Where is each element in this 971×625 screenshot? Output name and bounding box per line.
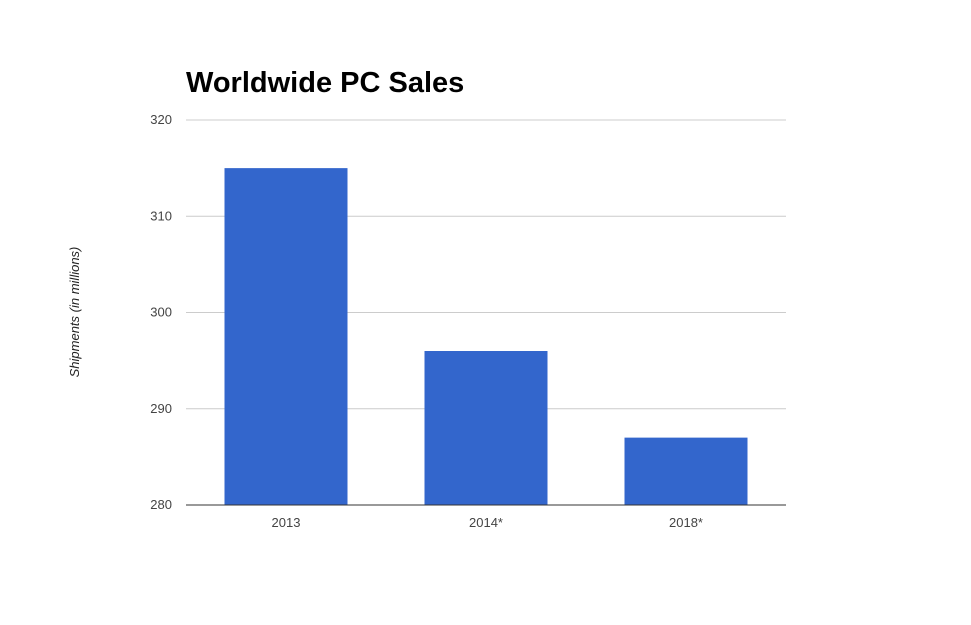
y-tick-label: 280 — [150, 497, 172, 512]
y-axis-title: Shipments (in millions) — [67, 247, 82, 378]
bar — [224, 168, 348, 505]
x-tick-label: 2013 — [272, 515, 301, 530]
bar — [424, 351, 548, 505]
y-tick-label: 300 — [150, 305, 172, 320]
y-tick-labels: 280 290 300 310 320 — [150, 112, 172, 512]
chart-title: Worldwide PC Sales — [186, 67, 464, 99]
y-tick-label: 310 — [150, 208, 172, 223]
x-tick-label: 2018* — [669, 515, 703, 530]
bars — [224, 168, 748, 505]
bar — [624, 437, 748, 505]
x-tick-labels: 2013 2014* 2018* — [272, 515, 703, 530]
x-tick-label: 2014* — [469, 515, 503, 530]
y-tick-label: 290 — [150, 401, 172, 416]
y-tick-label: 320 — [150, 112, 172, 127]
